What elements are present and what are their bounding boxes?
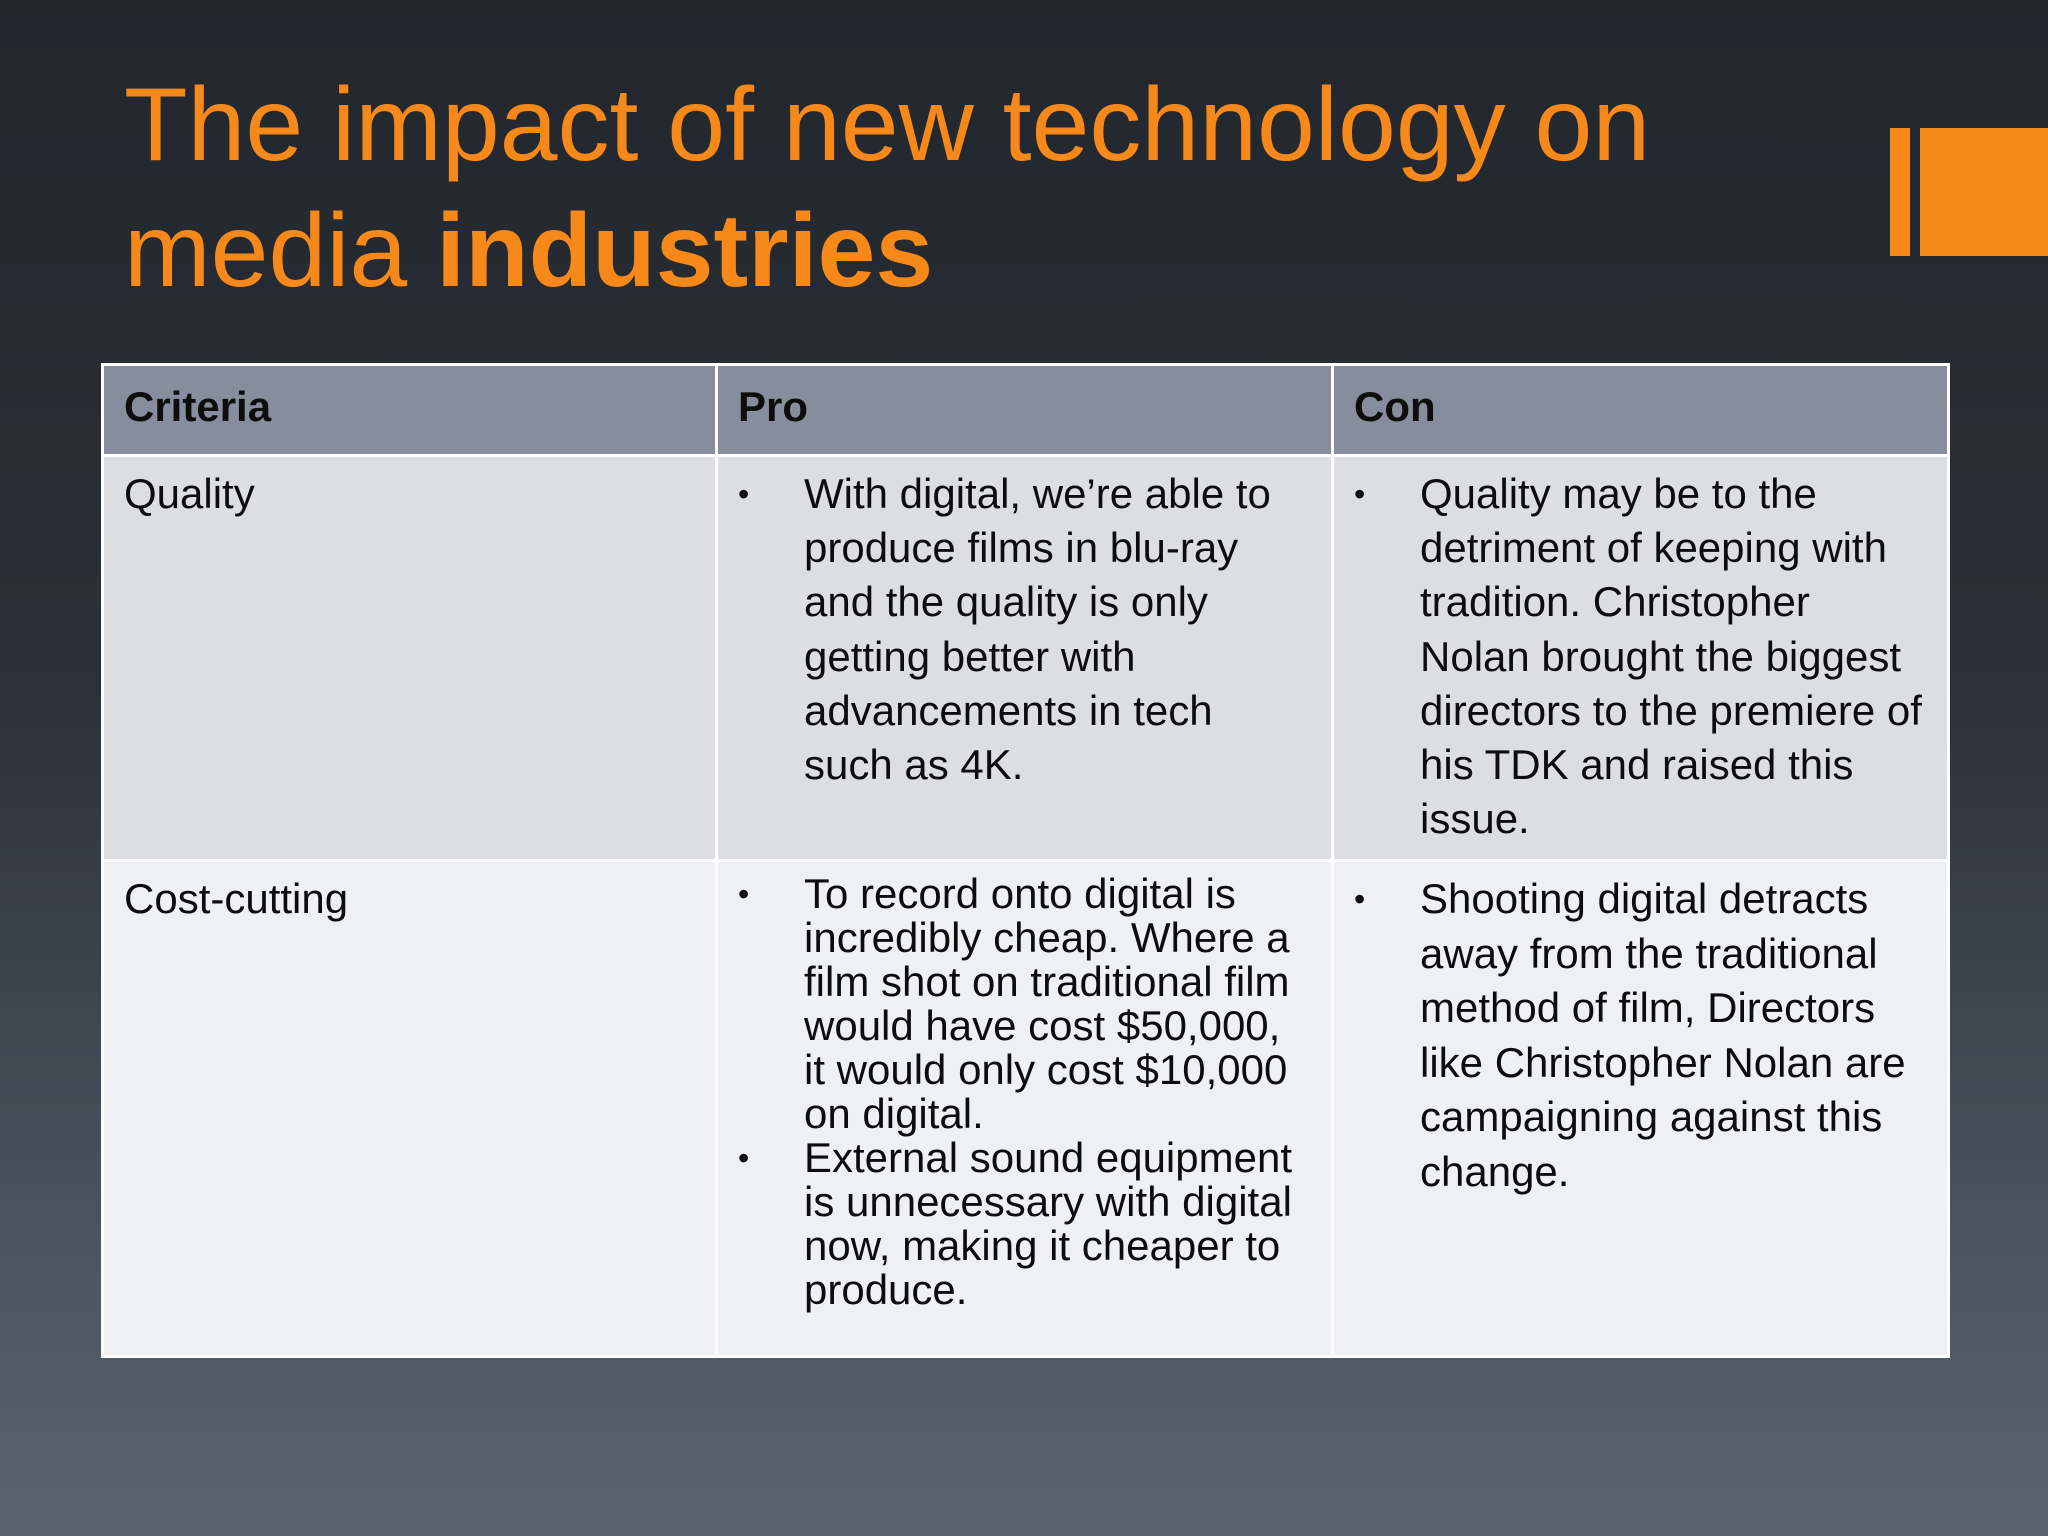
bullet-item: • With digital, we’re able to produce fil… [738, 467, 1311, 792]
criteria-cell: Quality [101, 454, 718, 862]
pro-cell: • With digital, we’re able to produce fil… [715, 454, 1334, 862]
pros-cons-table: Criteria Pro Con Quality • With digital, … [101, 363, 1950, 1358]
header-pro: Pro [715, 363, 1334, 457]
bullet-item: • External sound equipment is unnecessary… [738, 1136, 1311, 1312]
con-list: • Quality may be to the detriment of keep… [1354, 467, 1927, 846]
bullet-text: With digital, we’re able to produce film… [804, 470, 1271, 789]
con-cell: • Quality may be to the detriment of keep… [1331, 454, 1950, 862]
pro-cell: • To record onto digital is incredibly ch… [715, 859, 1334, 1358]
decorative-accent-block [1920, 128, 2048, 256]
bullet-glyph: • [738, 1140, 750, 1176]
bullet-text: Quality may be to the detriment of keepi… [1420, 470, 1922, 843]
bullet-item: • Quality may be to the detriment of keep… [1354, 467, 1927, 846]
bullet-text: To record onto digital is incredibly che… [804, 870, 1290, 1137]
bullet-text: Shooting digital detracts away from the … [1420, 875, 1906, 1195]
table-row-quality: Quality • With digital, we’re able to pro… [101, 454, 1950, 862]
title-bold-text: industries [436, 193, 934, 309]
decorative-accent-bar [1890, 128, 1910, 256]
bullet-item: • To record onto digital is incredibly ch… [738, 872, 1311, 1136]
table-header-row: Criteria Pro Con [101, 363, 1950, 457]
header-criteria: Criteria [101, 363, 718, 457]
con-list: • Shooting digital detracts away from the… [1354, 872, 1927, 1200]
header-con: Con [1331, 363, 1950, 457]
criteria-cell: Cost-cutting [101, 859, 718, 1358]
bullet-item: • Shooting digital detracts away from the… [1354, 872, 1927, 1200]
pro-list: • With digital, we’re able to produce fil… [738, 467, 1311, 792]
bullet-glyph: • [1354, 476, 1366, 512]
bullet-text: External sound equipment is unnecessary … [804, 1134, 1292, 1313]
pro-list: • To record onto digital is incredibly ch… [738, 872, 1311, 1312]
bullet-glyph: • [738, 876, 750, 912]
title-regular-text: The impact of new technology on media [124, 67, 1651, 309]
slide-title: The impact of new technology on media in… [124, 62, 1724, 314]
bullet-glyph: • [738, 476, 750, 512]
bullet-glyph: • [1354, 881, 1366, 917]
con-cell: • Shooting digital detracts away from the… [1331, 859, 1950, 1358]
table-row-cost-cutting: Cost-cutting • To record onto digital is … [101, 859, 1950, 1358]
